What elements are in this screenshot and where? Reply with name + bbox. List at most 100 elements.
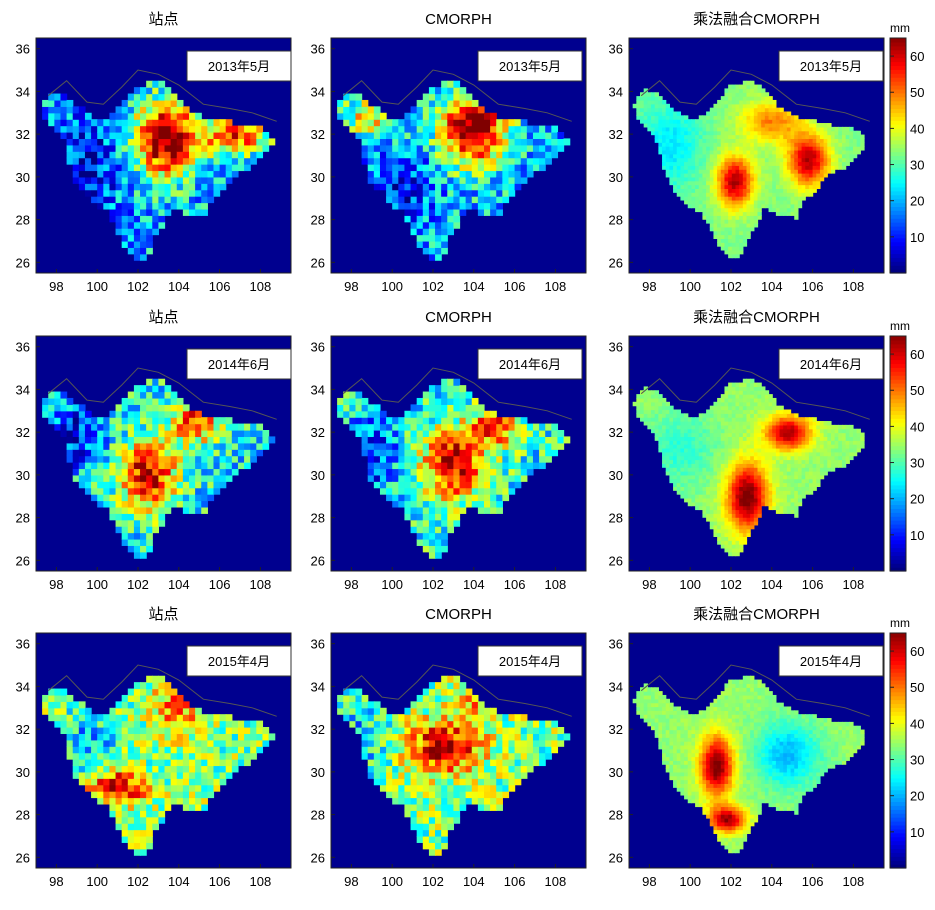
grid-cell bbox=[165, 385, 172, 392]
grid-cell bbox=[739, 154, 743, 158]
grid-cell bbox=[417, 501, 424, 508]
grid-cell bbox=[684, 165, 688, 169]
grid-cell bbox=[644, 406, 648, 410]
grid-cell bbox=[754, 92, 758, 96]
grid-cell bbox=[695, 486, 699, 490]
grid-cell bbox=[478, 138, 485, 145]
grid-cell bbox=[761, 96, 765, 100]
grid-cell bbox=[765, 158, 769, 162]
grid-cell bbox=[728, 227, 732, 231]
grid-cell bbox=[772, 161, 776, 165]
grid-cell bbox=[776, 173, 780, 177]
grid-cell bbox=[743, 383, 747, 387]
grid-cell bbox=[761, 104, 765, 108]
grid-cell bbox=[721, 196, 725, 200]
grid-cell bbox=[765, 502, 769, 506]
colorbar-segment bbox=[890, 183, 906, 188]
grid-cell bbox=[201, 481, 208, 488]
grid-cell bbox=[362, 398, 369, 405]
grid-cell bbox=[735, 158, 739, 162]
grid-cell bbox=[710, 138, 714, 142]
grid-cell bbox=[189, 449, 196, 456]
grid-cell bbox=[152, 449, 159, 456]
grid-cell bbox=[262, 430, 269, 437]
grid-cell bbox=[728, 250, 732, 254]
grid-cell bbox=[750, 131, 754, 135]
grid-cell bbox=[183, 183, 190, 190]
grid-cell bbox=[702, 177, 706, 181]
grid-cell bbox=[721, 417, 725, 421]
grid-cell bbox=[835, 150, 839, 154]
grid-cell bbox=[721, 177, 725, 181]
grid-cell bbox=[368, 449, 375, 456]
x-tick-label: 108 bbox=[545, 279, 567, 294]
grid-cell bbox=[134, 481, 141, 488]
colorbar-tick-label: 30 bbox=[910, 158, 924, 173]
grid-cell bbox=[747, 235, 751, 239]
grid-cell bbox=[441, 164, 448, 171]
colorbar-segment bbox=[890, 191, 906, 196]
grid-cell bbox=[404, 443, 411, 450]
grid-cell bbox=[551, 436, 558, 443]
grid-cell bbox=[478, 475, 485, 482]
grid-cell bbox=[183, 177, 190, 184]
grid-cell bbox=[460, 106, 467, 113]
grid-cell bbox=[466, 475, 473, 482]
grid-cell bbox=[447, 177, 454, 184]
grid-cell bbox=[644, 394, 648, 398]
grid-cell bbox=[171, 462, 178, 469]
grid-cell bbox=[79, 424, 86, 431]
grid-cell bbox=[776, 142, 780, 146]
grid-cell bbox=[362, 145, 369, 152]
grid-cell bbox=[116, 183, 123, 190]
grid-cell bbox=[666, 459, 670, 463]
grid-cell bbox=[695, 196, 699, 200]
grid-cell bbox=[772, 177, 776, 181]
grid-cell bbox=[551, 145, 558, 152]
grid-cell bbox=[706, 135, 710, 139]
grid-cell bbox=[739, 223, 743, 227]
grid-cell bbox=[122, 119, 129, 126]
grid-cell bbox=[713, 533, 717, 537]
grid-cell bbox=[713, 196, 717, 200]
grid-cell bbox=[177, 132, 184, 139]
grid-cell bbox=[411, 215, 418, 222]
grid-cell bbox=[417, 475, 424, 482]
grid-cell bbox=[717, 433, 721, 437]
grid-cell bbox=[721, 150, 725, 154]
grid-cell bbox=[783, 131, 787, 135]
grid-cell bbox=[769, 150, 773, 154]
grid-cell bbox=[195, 196, 202, 203]
grid-cell bbox=[73, 411, 80, 418]
grid-cell bbox=[706, 188, 710, 192]
grid-cell bbox=[447, 138, 454, 145]
grid-cell bbox=[710, 185, 714, 189]
grid-cell bbox=[398, 462, 405, 469]
grid-cell bbox=[484, 443, 491, 450]
grid-cell bbox=[798, 154, 802, 158]
grid-cell bbox=[67, 424, 74, 431]
grid-cell bbox=[140, 222, 147, 229]
grid-cell bbox=[128, 539, 135, 546]
grid-cell bbox=[853, 135, 857, 139]
grid-cell bbox=[429, 145, 436, 152]
grid-cell bbox=[824, 165, 828, 169]
grid-cell bbox=[97, 126, 104, 133]
grid-cell bbox=[417, 539, 424, 546]
y-tick-label: 26 bbox=[311, 553, 325, 568]
grid-cell bbox=[783, 471, 787, 475]
grid-cell bbox=[484, 196, 491, 203]
grid-cell bbox=[134, 126, 141, 133]
grid-cell bbox=[466, 417, 473, 424]
grid-cell bbox=[128, 183, 135, 190]
grid-cell bbox=[702, 463, 706, 467]
grid-cell bbox=[103, 475, 110, 482]
grid-cell bbox=[765, 123, 769, 127]
grid-cell bbox=[677, 131, 681, 135]
grid-cell bbox=[743, 417, 747, 421]
grid-cell bbox=[368, 151, 375, 158]
colorbar-segment bbox=[890, 77, 906, 82]
grid-cell bbox=[710, 421, 714, 425]
grid-cell bbox=[73, 158, 80, 165]
grid-cell bbox=[735, 383, 739, 387]
